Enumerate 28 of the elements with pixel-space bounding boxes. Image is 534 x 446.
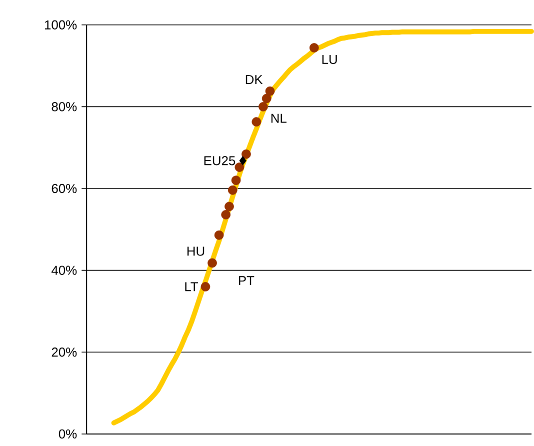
point <box>221 210 231 220</box>
data-label: EU25 <box>204 156 236 166</box>
point <box>200 282 210 292</box>
y-tick-label: 40% <box>52 266 77 275</box>
data-label: LT <box>185 282 198 292</box>
point <box>242 150 251 159</box>
y-tick-label: 20% <box>52 348 77 357</box>
data-label: HU <box>187 246 204 256</box>
point <box>228 186 238 195</box>
y-tick-label: 100% <box>45 20 77 30</box>
point <box>309 43 319 53</box>
y-tick-label: 60% <box>52 184 77 194</box>
point <box>252 117 262 127</box>
point <box>214 230 224 240</box>
y-tick-label: 80% <box>52 102 77 112</box>
point <box>265 86 275 96</box>
point <box>258 102 268 112</box>
data-label: LU <box>322 55 337 64</box>
point <box>262 94 272 104</box>
y-tick-label: 0% <box>58 429 77 439</box>
point <box>239 156 246 166</box>
point <box>231 176 241 186</box>
data-label: DK <box>246 75 263 84</box>
point <box>234 162 244 172</box>
point <box>208 258 217 268</box>
annotation: PT <box>238 276 254 286</box>
point <box>224 202 234 212</box>
data-label: NL <box>271 114 286 123</box>
